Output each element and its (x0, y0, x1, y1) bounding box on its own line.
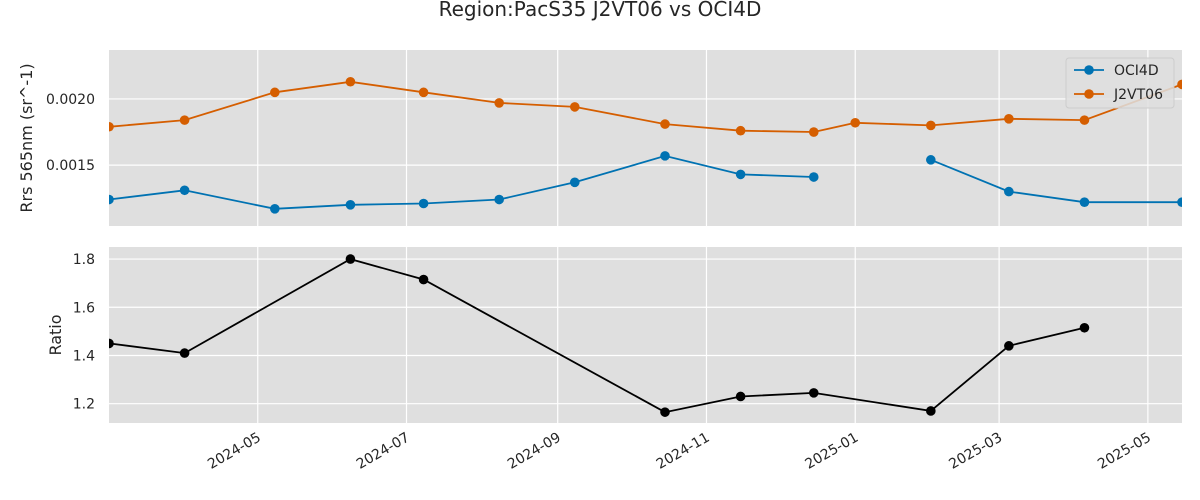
ratio-panel-grid (109, 247, 1182, 423)
x-tick-label: 2025-03 (946, 430, 1005, 473)
oci4d-data-point (418, 198, 429, 209)
rrs-panel-grid (109, 50, 1182, 226)
rrs-panel-background (109, 50, 1182, 226)
j2vt06-data-point (270, 87, 280, 98)
j2vt06-data-point (926, 120, 936, 131)
j2vt06-legend-marker (1084, 89, 1094, 99)
oci4d-data-point (926, 155, 936, 165)
ratio-data-point (1079, 322, 1090, 333)
x-tick-label: 2024-09 (505, 430, 564, 473)
oci4d-data-point (494, 194, 504, 205)
ratio-panel-series (109, 254, 1090, 417)
j2vt06-data-point (1004, 114, 1014, 124)
rrs-y-axis-label: Rrs 565nm (sr^-1) (17, 63, 36, 212)
x-tick-label: 2025-01 (803, 430, 862, 473)
j2vt06-data-point (345, 76, 356, 87)
y-tick-label: 0.0015 (46, 158, 95, 174)
rrs-panel-series (109, 76, 1182, 214)
x-tick-label: 2024-11 (654, 430, 713, 473)
j2vt06-data-point (660, 119, 670, 129)
legend: OCI4D J2VT06 (1065, 57, 1175, 109)
x-tick-label: 2025-05 (1095, 430, 1154, 473)
ratio-panel-y-ticks: 1.2 1.4 1.6 1.8 (73, 252, 95, 413)
oci4d-data-point (808, 172, 819, 182)
chart-title: Region:PacS35 J2VT06 vs OCI4D (439, 0, 762, 21)
y-tick-label: 1.4 (73, 348, 95, 364)
oci4d-data-point (345, 200, 356, 210)
oci4d-data-point (1004, 186, 1014, 197)
oci4d-data-point (1177, 197, 1182, 207)
x-tick-label: 2024-05 (205, 430, 264, 473)
ratio-data-point (109, 338, 114, 349)
j2vt06-data-point (1079, 115, 1090, 125)
y-tick-label: 1.2 (73, 397, 95, 413)
oci4d-legend-marker (1084, 65, 1094, 75)
j2vt06-data-point (179, 115, 190, 125)
ratio-data-point (1004, 341, 1014, 351)
oci4d-data-point (109, 194, 114, 205)
ratio-data-point (418, 274, 429, 285)
oci4d-data-point (270, 203, 280, 214)
ratio-data-point (926, 406, 936, 416)
j2vt06-data-point (735, 125, 746, 136)
j2vt06-data-point (418, 87, 429, 98)
j2vt06-data-point (494, 98, 504, 108)
x-axis-tick-labels: 2024-05 2024-07 2024-09 2024-11 2025-01 2025-… (205, 430, 1154, 473)
ratio-y-axis-label: Ratio (46, 314, 65, 355)
j2vt06-legend-label: J2VT06 (1113, 87, 1163, 103)
x-tick-label: 2024-07 (354, 430, 413, 473)
j2vt06-data-point (109, 121, 114, 132)
ratio-data-point (660, 407, 670, 417)
ratio-data-point (345, 254, 356, 264)
rrs-panel-y-ticks: 0.0015 0.0020 (46, 92, 95, 174)
oci4d-series-line (109, 154, 1182, 210)
y-tick-label: 1.6 (73, 300, 95, 316)
oci4d-data-point (179, 185, 190, 196)
j2vt06-data-point (808, 127, 819, 137)
series-clip-group (109, 254, 1090, 417)
y-tick-label: 1.8 (73, 252, 95, 268)
j2vt06-data-point (850, 117, 861, 128)
ratio-panel: 1.2 1.4 1.6 1.8 Ratio (46, 247, 1182, 423)
oci4d-data-point (735, 169, 746, 180)
oci4d-data-point (660, 151, 670, 161)
oci4d-data-point (1079, 197, 1090, 207)
rrs-panel: 0.0015 0.0020 Rrs 565nm (sr^-1) OCI4D J2VT… (17, 50, 1182, 226)
series-clip-group (109, 76, 1182, 214)
oci4d-data-point (569, 177, 580, 188)
j2vt06-data-point (569, 102, 580, 112)
j2vt06-data-point (1177, 79, 1182, 90)
ratio-series-line (109, 258, 1085, 414)
ratio-data-point (179, 348, 190, 358)
oci4d-legend-label: OCI4D (1114, 63, 1159, 79)
ratio-panel-background (109, 247, 1182, 423)
ratio-data-point (735, 391, 746, 402)
y-tick-label: 0.0020 (46, 92, 95, 108)
ratio-data-point (808, 388, 819, 398)
